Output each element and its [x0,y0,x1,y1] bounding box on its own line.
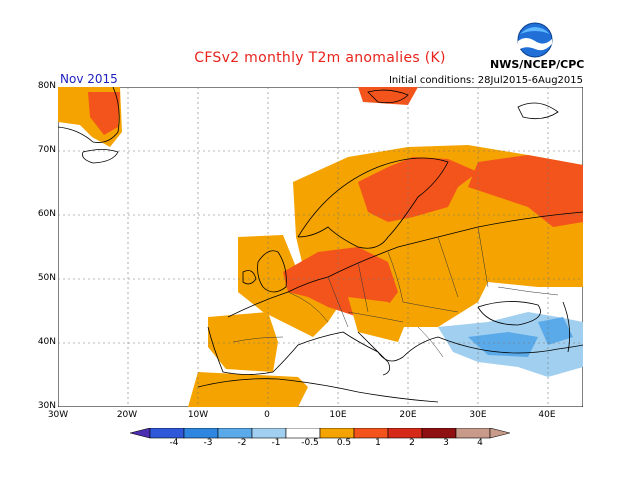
lon-label-30w: 30W [47,410,69,420]
colorbar-label-2: 2 [409,438,415,448]
colorbar-label-neg3: -3 [203,438,213,448]
colorbar-segment-8 [387,428,423,439]
lat-label-80n: 80N [37,81,56,91]
colorbar-label-3: 3 [443,438,449,448]
colorbar-segment-9 [421,428,457,439]
anomaly-fill-warm [58,87,583,407]
lon-label-10w: 10W [187,410,209,420]
coastlines [58,87,583,403]
lon-label-30e: 30E [469,410,487,420]
colorbar-label-neg1: -1 [271,438,281,448]
colorbar-segment-5 [285,428,321,439]
forecast-month: Nov 2015 [60,72,118,86]
colorbar-segment-10 [455,428,491,439]
agency-label: NWS/NCEP/CPC [490,58,585,71]
colorbar-segment-6 [319,428,355,439]
lon-label-10e: 10E [329,410,347,420]
colorbar [130,428,510,439]
anomaly-map [58,87,583,407]
lat-label-60n: 60N [37,209,56,219]
country-borders [232,226,559,358]
colorbar-arrow-left [130,428,151,439]
colorbar-segment-7 [353,428,389,439]
colorbar-label-1: 1 [375,438,381,448]
lon-label-20w: 20W [116,410,138,420]
initial-conditions: Initial conditions: 28Jul2015-6Aug2015 [388,75,583,86]
colorbar-segment-2 [183,428,219,439]
colorbar-label-05: 0.5 [336,438,352,448]
lat-label-30n: 30N [37,401,56,411]
map-gridlines [58,87,583,407]
colorbar-arrow-right [489,428,510,439]
colorbar-label-neg2: -2 [237,438,247,448]
colorbar-label-4: 4 [477,438,483,448]
lon-label-20e: 20E [399,410,417,420]
lat-label-40n: 40N [37,337,56,347]
lon-label-0: 0 [264,410,270,420]
colorbar-label-neg4: -4 [169,438,179,448]
colorbar-segment-4 [251,428,287,439]
lat-label-50n: 50N [37,273,56,283]
lat-label-70n: 70N [37,145,56,155]
anomaly-fill-cold [438,312,583,377]
colorbar-label-neg05: -0.5 [301,438,319,448]
colorbar-segment-1 [149,428,185,439]
chart-title: CFSv2 monthly T2m anomalies (K) [194,50,446,66]
lon-label-40e: 40E [538,410,556,420]
noaa-logo-icon [517,22,553,58]
colorbar-segment-3 [217,428,253,439]
